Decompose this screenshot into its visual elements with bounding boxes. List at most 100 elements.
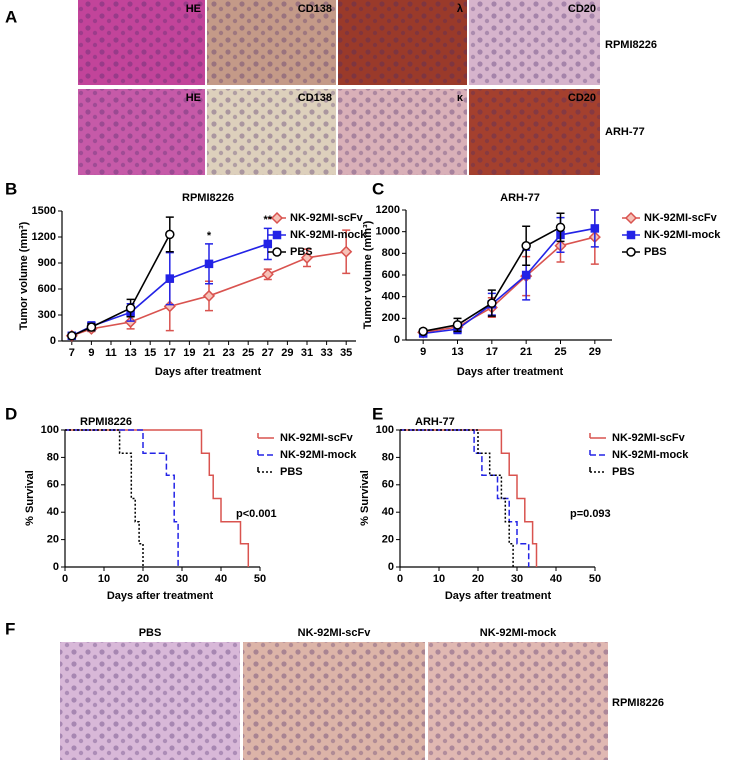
- panel-label: C: [372, 179, 384, 198]
- x-tick-label: 29: [589, 346, 601, 358]
- x-tick-label: 20: [472, 573, 484, 585]
- y-tick-label: 80: [47, 451, 59, 463]
- chart-title: RPMI8226: [80, 416, 132, 428]
- x-tick-label: 7: [69, 347, 75, 359]
- y-tick-label: 0: [53, 561, 59, 573]
- y-tick-label: 600: [38, 283, 56, 295]
- y-tick-label: 0: [394, 334, 400, 346]
- row-label: RPMI8226: [605, 39, 657, 51]
- data-point: [125, 303, 136, 313]
- x-tick-label: 30: [511, 573, 523, 585]
- y-tick-label: 1500: [32, 205, 56, 217]
- x-tick-label: 33: [320, 347, 332, 359]
- data-point: [124, 315, 137, 328]
- x-tick-label: 13: [124, 347, 136, 359]
- legend-label: PBS: [612, 466, 635, 478]
- legend-marker: [626, 230, 636, 240]
- micrograph-texture: [338, 89, 467, 175]
- y-tick-label: 800: [382, 247, 400, 259]
- y-tick-label: 200: [382, 312, 400, 324]
- x-tick-label: 13: [451, 346, 463, 358]
- x-tick-label: 21: [203, 347, 215, 359]
- data-point: [555, 222, 566, 233]
- data-point: [521, 270, 531, 280]
- y-tick-label: 0: [388, 561, 394, 573]
- survival-curve: [400, 429, 530, 567]
- legend-label: PBS: [644, 246, 667, 258]
- image-label: λ: [457, 3, 463, 15]
- micrograph-texture: [78, 89, 205, 175]
- y-tick-label: 100: [376, 424, 394, 436]
- x-tick-label: 20: [137, 573, 149, 585]
- y-axis-label: % Survival: [359, 470, 371, 526]
- panel-label: F: [5, 619, 15, 638]
- row-label: ARH-77: [605, 126, 645, 138]
- data-point: [165, 229, 175, 240]
- panel-label: B: [5, 179, 17, 198]
- image-label: CD20: [568, 3, 596, 15]
- x-tick-label: 9: [420, 346, 426, 358]
- survival-curve: [65, 429, 179, 567]
- x-axis-label: Days after treatment: [155, 366, 262, 378]
- survival-curve: [65, 429, 144, 567]
- data-point: [67, 331, 77, 341]
- y-tick-label: 300: [38, 309, 56, 321]
- p-value: p=0.093: [570, 508, 611, 520]
- legend-marker: [270, 211, 284, 225]
- data-point: [202, 289, 216, 302]
- data-point: [263, 239, 273, 249]
- x-tick-label: 9: [88, 347, 94, 359]
- x-tick-label: 31: [301, 347, 313, 359]
- y-tick-label: 20: [382, 534, 394, 546]
- data-point: [300, 251, 314, 264]
- series-line: [71, 250, 347, 337]
- micrograph-texture: [338, 0, 467, 85]
- legend-marker: [624, 211, 638, 225]
- x-tick-label: 50: [254, 573, 266, 585]
- legend-marker: [626, 247, 636, 257]
- legend-label: NK-92MI-scFv: [612, 432, 686, 444]
- legend-label: NK-92MI-scFv: [644, 212, 718, 224]
- legend-label: NK-92MI-mock: [644, 229, 721, 241]
- x-tick-label: 10: [98, 573, 110, 585]
- y-tick-label: 1000: [376, 226, 400, 238]
- y-tick-label: 1200: [32, 231, 56, 243]
- x-tick-label: 40: [215, 573, 227, 585]
- y-tick-label: 100: [41, 424, 59, 436]
- x-tick-label: 40: [550, 573, 562, 585]
- data-point: [165, 274, 175, 283]
- data-point: [590, 224, 600, 233]
- legend-marker: [272, 247, 282, 257]
- micrograph-texture: [207, 89, 336, 175]
- legend-label: PBS: [280, 466, 303, 478]
- x-tick-label: 30: [176, 573, 188, 585]
- x-tick-label: 23: [222, 347, 234, 359]
- panel-label: D: [5, 404, 17, 423]
- survival-curve: [400, 429, 538, 567]
- x-tick-label: 17: [486, 346, 498, 358]
- data-point: [521, 241, 531, 251]
- y-tick-label: 60: [47, 479, 59, 491]
- image-label: κ: [457, 92, 464, 104]
- micrograph-texture: [469, 0, 600, 85]
- x-tick-label: 10: [433, 573, 445, 585]
- y-tick-label: 1200: [376, 204, 400, 216]
- y-tick-label: 20: [47, 534, 59, 546]
- legend-label: NK-92MI-scFv: [280, 432, 354, 444]
- x-tick-label: 35: [340, 347, 352, 359]
- image-title: PBS: [139, 627, 162, 639]
- y-tick-label: 0: [50, 335, 56, 347]
- image-label: CD138: [298, 3, 332, 15]
- legend-marker: [272, 230, 282, 240]
- y-axis-label: Tumor volume (mm³): [362, 220, 374, 329]
- significance: **: [264, 214, 273, 226]
- x-tick-label: 17: [164, 347, 176, 359]
- data-point: [261, 268, 274, 281]
- data-point: [418, 326, 428, 337]
- micrograph-texture: [243, 642, 425, 760]
- micrograph-texture: [60, 642, 240, 760]
- panel-label: E: [372, 404, 383, 423]
- series-line: [423, 227, 595, 335]
